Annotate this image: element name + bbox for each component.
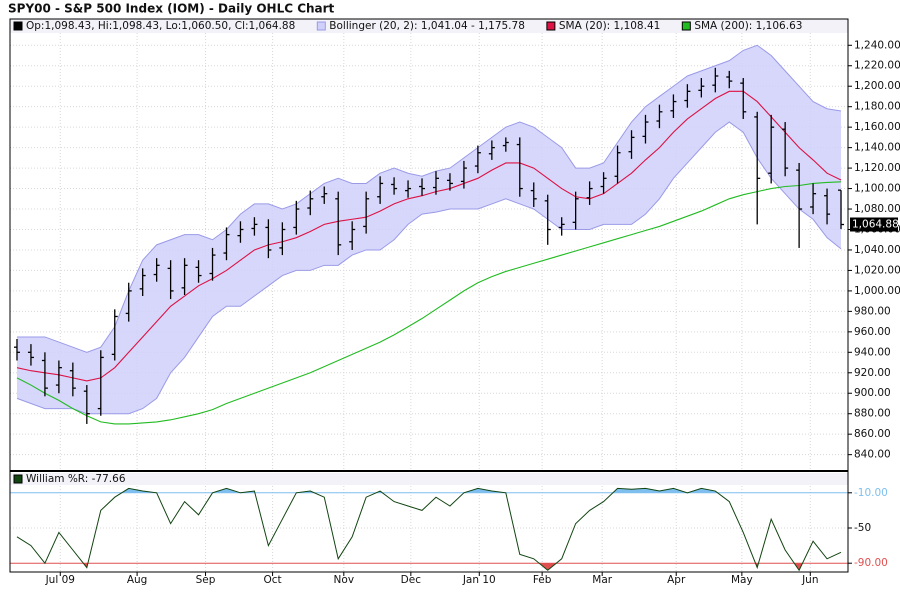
y-tick-label: 860.00: [854, 428, 891, 440]
y-tick-label: 980.00: [854, 305, 891, 317]
plot: [13, 44, 845, 425]
chart-title: SPY00 - S&P 500 Index (IOM) - Daily OHLC…: [8, 2, 335, 16]
x-tick-label: Mar: [592, 574, 612, 586]
x-tick-label: Oct: [263, 574, 281, 586]
x-tick-label: Aug: [127, 574, 148, 586]
legend-label: William %R: -77.66: [26, 473, 126, 485]
y-tick-label: 1,140.00: [854, 142, 900, 154]
y-tick-label: 1,000.00: [854, 285, 900, 297]
y-tick-label: 960.00: [854, 326, 891, 338]
y-tick-label: 900.00: [854, 387, 891, 399]
frame: [9, 18, 849, 573]
last-price-label: 1,064.88: [852, 219, 899, 231]
legend-band: [10, 473, 848, 485]
x-tick-label: Apr: [667, 574, 686, 586]
legend-label: Op:1,098.43, Hi:1,098.43, Lo:1,060.50, C…: [26, 20, 295, 32]
legend-swatch: [13, 21, 23, 31]
legend-band: [10, 19, 848, 33]
williams-line: [16, 487, 842, 572]
y-tick-label: -90.00: [854, 557, 888, 569]
y-tick-label: 880.00: [854, 408, 891, 420]
x-tick-label: Jun: [801, 574, 818, 586]
bollinger-band: [16, 45, 842, 414]
legend-label: Bollinger (20, 2): 1,041.04 - 1,175.78: [329, 20, 525, 32]
legend-swatch: [681, 21, 691, 31]
overbought-fill: [10, 488, 848, 493]
sma-line: [16, 181, 842, 425]
x-tick-label: Dec: [401, 574, 422, 586]
x-tick-label: Feb: [533, 574, 552, 586]
legend-swatch: [13, 474, 23, 484]
x-tick-label: May: [731, 574, 753, 586]
bollinger-upper: [16, 44, 842, 353]
legend-swatch: [316, 21, 326, 31]
y-tick-label: 1,180.00: [854, 101, 900, 113]
y-tick-label: 1,020.00: [854, 264, 900, 276]
y-tick-label: 940.00: [854, 346, 891, 358]
legend-label: SMA (20): 1,108.41: [559, 20, 660, 32]
legend-label: SMA (200): 1,106.63: [694, 20, 802, 32]
y-tick-label: 1,100.00: [854, 183, 900, 195]
y-tick-label: 1,040.00: [854, 244, 900, 256]
x-tick-label: Jan 10: [462, 574, 496, 586]
x-tick-label: Jul 09: [45, 574, 75, 586]
x-tick-label: Nov: [334, 574, 355, 586]
y-tick-label: 1,240.00: [854, 39, 900, 51]
bollinger-lower: [16, 121, 842, 415]
y-tick-label: -50: [854, 522, 871, 534]
y-tick-label: 1,080.00: [854, 203, 900, 215]
y-tick-label: 1,160.00: [854, 121, 900, 133]
y-tick-label: -10.00: [854, 487, 888, 499]
sma-line: [16, 90, 842, 382]
legend-swatch: [546, 21, 556, 31]
x-tick-label: Sep: [196, 574, 216, 586]
y-tick-label: 1,120.00: [854, 162, 900, 174]
last-price-box: [850, 217, 898, 232]
y-tick-label: 920.00: [854, 367, 891, 379]
y-tick-label: 1,220.00: [854, 60, 900, 72]
y-tick-label: 840.00: [854, 449, 891, 461]
y-tick-label: 1,200.00: [854, 80, 900, 92]
